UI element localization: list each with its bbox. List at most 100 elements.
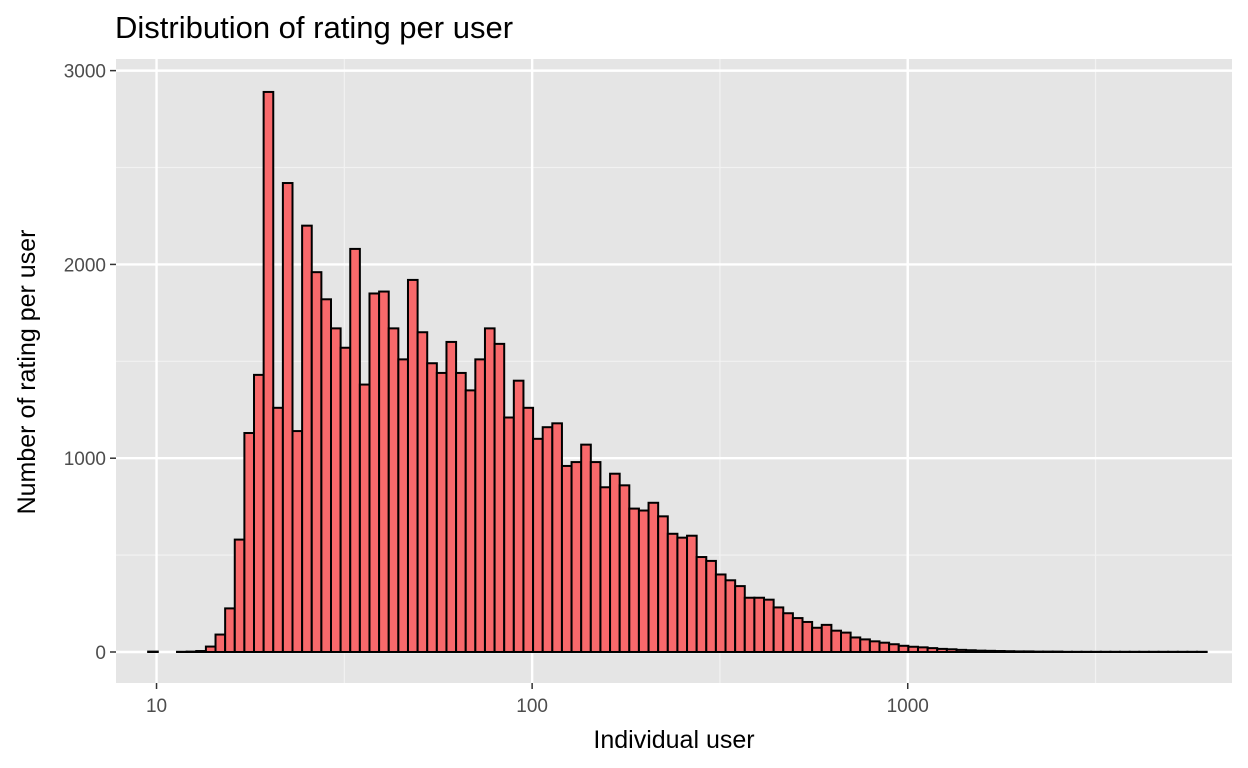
histogram-bar: [637, 509, 650, 653]
histogram-bar: [426, 362, 438, 653]
histogram-bar: [772, 606, 785, 653]
histogram-bar: [214, 633, 227, 653]
histogram-bar: [984, 649, 996, 653]
histogram-bar: [811, 626, 823, 653]
histogram-bar: [609, 472, 621, 653]
histogram-bar: [849, 636, 862, 653]
histogram-bar: [589, 461, 602, 653]
histogram-bar: [955, 648, 968, 653]
histogram-bar: [1003, 650, 1016, 653]
histogram-bar: [974, 649, 987, 653]
histogram-bar: [628, 507, 640, 653]
histogram-bar: [243, 432, 256, 653]
histogram-bar: [647, 501, 660, 653]
histogram-bar: [686, 534, 698, 653]
histogram-bar: [570, 461, 583, 653]
x-tick-label: 1000: [887, 696, 929, 717]
histogram-bar: [618, 484, 631, 653]
histogram-bar: [503, 416, 515, 653]
x-axis-title: Individual user: [593, 726, 754, 754]
histogram-bar: [734, 585, 746, 653]
histogram-bar: [397, 358, 409, 653]
histogram-bar: [599, 486, 612, 653]
histogram-bar: [801, 620, 814, 653]
histogram-bar: [551, 422, 563, 653]
histogram-bar: [859, 638, 871, 653]
histogram-bar: [301, 224, 313, 653]
histogram-bar: [897, 644, 910, 653]
histogram-bar: [657, 515, 669, 653]
histogram-bar: [714, 573, 727, 653]
histogram-bar: [272, 406, 284, 653]
histogram-bar: [522, 406, 535, 653]
histogram-bar: [358, 383, 371, 653]
histogram-bar: [253, 373, 265, 653]
y-tick-label: 0: [95, 643, 106, 664]
histogram-bar: [926, 647, 939, 653]
histogram-bar: [378, 290, 390, 653]
histogram-bar: [435, 371, 448, 653]
histogram-bar: [416, 331, 429, 653]
histogram-bar: [840, 631, 852, 653]
histogram-bar: [724, 579, 737, 653]
histogram-bar: [676, 536, 689, 653]
histogram-bar: [204, 645, 217, 653]
histogram-bar: [560, 464, 573, 653]
histogram-bar: [262, 90, 275, 653]
histogram-bar: [310, 271, 323, 653]
histogram-bar: [483, 327, 496, 653]
histogram-bar: [233, 538, 246, 653]
histogram-bar: [763, 598, 775, 653]
histogram-bar: [945, 648, 958, 653]
histogram-bar: [888, 643, 900, 653]
histogram-bar: [329, 327, 342, 653]
histogram-bar: [743, 596, 756, 653]
histogram-bar: [406, 278, 419, 653]
x-axis-ticks: 10 100 1000: [146, 683, 929, 717]
histogram-bar: [965, 649, 977, 653]
histogram-bar: [695, 556, 708, 653]
histogram-bar: [224, 607, 236, 653]
histogram-bar: [387, 327, 400, 653]
histogram-bar: [907, 645, 919, 653]
histogram-bar: [474, 358, 486, 653]
histogram-bar: [349, 247, 361, 653]
histogram-bar: [820, 623, 833, 653]
histogram-bar: [666, 532, 679, 653]
histogram-bar: [291, 430, 304, 653]
y-tick-label: 2000: [64, 255, 106, 276]
histogram-bar: [753, 596, 766, 653]
histogram-bar: [782, 612, 794, 653]
histogram-bar: [512, 379, 525, 653]
histogram-bar: [830, 629, 843, 653]
histogram-bar: [195, 650, 207, 653]
histogram-bar: [868, 640, 881, 653]
histogram-bar: [368, 292, 381, 653]
histogram-bar: [705, 559, 717, 653]
histogram-bar: [281, 182, 294, 653]
histogram-bar: [936, 647, 948, 653]
histogram-bar: [1013, 650, 1025, 653]
x-tick-label: 100: [516, 696, 548, 717]
y-axis-title: Number of rating per user: [13, 230, 41, 515]
histogram-bar: [580, 443, 592, 653]
histogram-bar: [320, 298, 332, 653]
y-tick-label: 3000: [64, 62, 106, 83]
histogram-bar: [455, 371, 467, 653]
histogram-bar: [339, 346, 352, 653]
histogram-bars: [147, 90, 1208, 653]
chart-title: Distribution of rating per user: [115, 10, 513, 45]
histogram-bar: [791, 617, 804, 653]
histogram-bar: [464, 389, 477, 653]
histogram-bar: [878, 641, 891, 653]
histogram-bar: [532, 437, 544, 653]
histogram-bar: [1022, 650, 1035, 653]
x-tick-label: 10: [146, 696, 167, 717]
y-tick-label: 1000: [64, 449, 106, 470]
histogram-bar: [445, 340, 458, 653]
y-axis-ticks: 0 1000 2000 3000: [64, 62, 116, 664]
histogram-bar: [493, 342, 506, 653]
histogram-bar: [916, 646, 929, 653]
histogram-bar: [993, 650, 1006, 653]
